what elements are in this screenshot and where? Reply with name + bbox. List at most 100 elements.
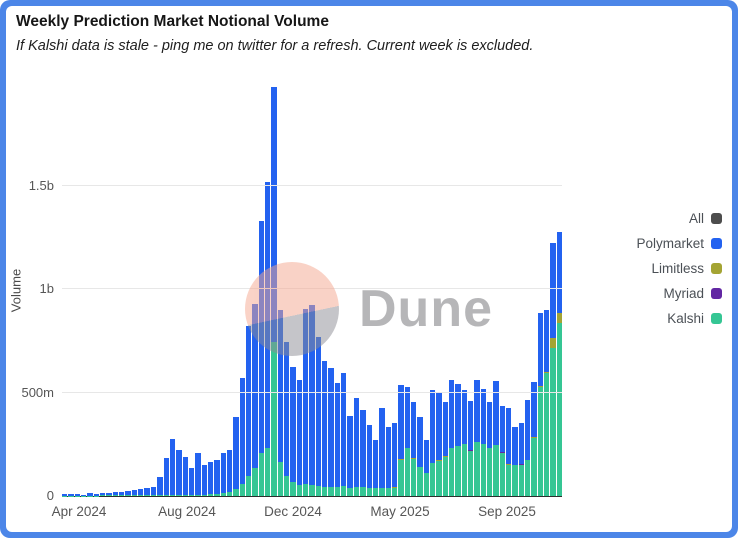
bar-week-62[interactable] [455,384,461,496]
bar-week-64[interactable] [468,400,474,496]
bar-week-16[interactable] [163,457,169,496]
legend-item-myriad[interactable]: Myriad [636,281,722,306]
bar-week-72[interactable] [518,423,525,496]
bar-week-53[interactable] [398,384,404,496]
bar-week-70[interactable] [506,407,512,496]
segment-kalshi [360,486,366,496]
bar-week-10[interactable] [125,491,131,496]
bar-week-37[interactable] [296,380,303,496]
bar-week-17[interactable] [169,439,176,496]
bar-week-59[interactable] [436,393,442,496]
bar-week-57[interactable] [423,439,429,496]
bar-week-14[interactable] [150,486,157,496]
bar-week-69[interactable] [499,405,506,496]
bar-week-58[interactable] [429,389,436,496]
y-tick-label: 0 [46,488,54,503]
bar-week-36[interactable] [290,366,296,496]
bar-week-1[interactable] [68,494,74,496]
bar-week-66[interactable] [480,388,487,496]
bar-week-40[interactable] [315,336,322,496]
bar-week-2[interactable] [74,493,81,496]
bar-week-21[interactable] [195,453,201,496]
segment-polymarket [258,220,264,453]
bar-week-5[interactable] [93,493,100,496]
bar-week-7[interactable] [106,493,112,496]
segment-polymarket [131,490,138,496]
bar-week-76[interactable] [544,309,550,496]
legend-item-kalshi[interactable]: Kalshi [636,306,722,331]
bar-week-60[interactable] [442,401,448,496]
bar-week-73[interactable] [525,399,531,496]
segment-kalshi [138,495,144,496]
bar-week-26[interactable] [226,450,233,496]
bar-week-0[interactable] [62,493,68,496]
segment-kalshi [379,487,385,496]
bar-week-27[interactable] [233,417,239,496]
bar-week-41[interactable] [322,360,328,496]
bar-week-68[interactable] [493,380,499,496]
bar-week-74[interactable] [531,381,537,496]
bar-week-28[interactable] [239,378,245,496]
bar-week-22[interactable] [201,465,207,496]
bar-week-44[interactable] [341,372,347,496]
bar-week-55[interactable] [410,401,417,496]
bar-week-54[interactable] [404,386,410,496]
bar-week-33[interactable] [271,86,277,496]
bar-week-46[interactable] [353,397,360,496]
bar-week-31[interactable] [258,220,264,496]
bar-week-39[interactable] [309,304,315,496]
segment-kalshi [201,494,207,496]
bar-week-48[interactable] [366,424,372,496]
bar-week-18[interactable] [176,449,182,496]
bar-week-35[interactable] [284,341,290,496]
bar-week-13[interactable] [144,488,150,496]
segment-polymarket [474,380,480,442]
bar-week-32[interactable] [265,181,271,496]
segment-polymarket [265,181,271,449]
segment-kalshi [245,476,252,496]
bar-week-6[interactable] [100,492,106,496]
bar-week-19[interactable] [182,456,188,496]
bar-week-67[interactable] [487,401,493,496]
bar-week-51[interactable] [385,426,391,496]
bar-week-34[interactable] [277,309,284,496]
bar-week-11[interactable] [131,490,138,496]
bar-week-25[interactable] [220,453,226,496]
bar-week-71[interactable] [512,426,518,496]
legend-item-all[interactable]: All [636,206,722,231]
bar-week-65[interactable] [474,380,480,496]
bar-week-24[interactable] [214,460,220,496]
bar-week-56[interactable] [417,416,423,496]
segment-polymarket [525,399,531,460]
bar-week-77[interactable] [550,242,556,496]
bar-week-52[interactable] [391,423,398,496]
bar-week-50[interactable] [379,407,385,496]
bar-week-38[interactable] [303,308,309,496]
segment-polymarket [461,389,467,444]
bar-week-78[interactable] [556,231,563,496]
bar-week-30[interactable] [252,303,258,496]
bar-week-63[interactable] [461,389,467,496]
bar-week-47[interactable] [360,410,366,496]
segment-kalshi [150,495,157,496]
bar-week-23[interactable] [207,461,214,496]
bar-week-42[interactable] [328,367,334,496]
bar-week-8[interactable] [112,492,119,496]
bar-week-9[interactable] [119,491,125,496]
bar-week-4[interactable] [87,493,93,496]
bar-week-75[interactable] [537,312,544,496]
bar-week-49[interactable] [372,440,379,496]
bar-week-15[interactable] [157,477,163,496]
segment-polymarket [100,492,106,496]
bar-week-45[interactable] [347,416,353,496]
segment-kalshi [512,465,518,496]
legend-item-polymarket[interactable]: Polymarket [636,231,722,256]
gridline-500m [62,391,562,393]
bar-week-12[interactable] [138,489,144,496]
bar-week-20[interactable] [188,468,195,496]
bar-week-61[interactable] [448,380,455,496]
bar-week-29[interactable] [245,326,252,496]
bar-week-43[interactable] [334,383,341,496]
legend-item-limitless[interactable]: Limitless [636,256,722,281]
bar-week-3[interactable] [81,494,87,496]
